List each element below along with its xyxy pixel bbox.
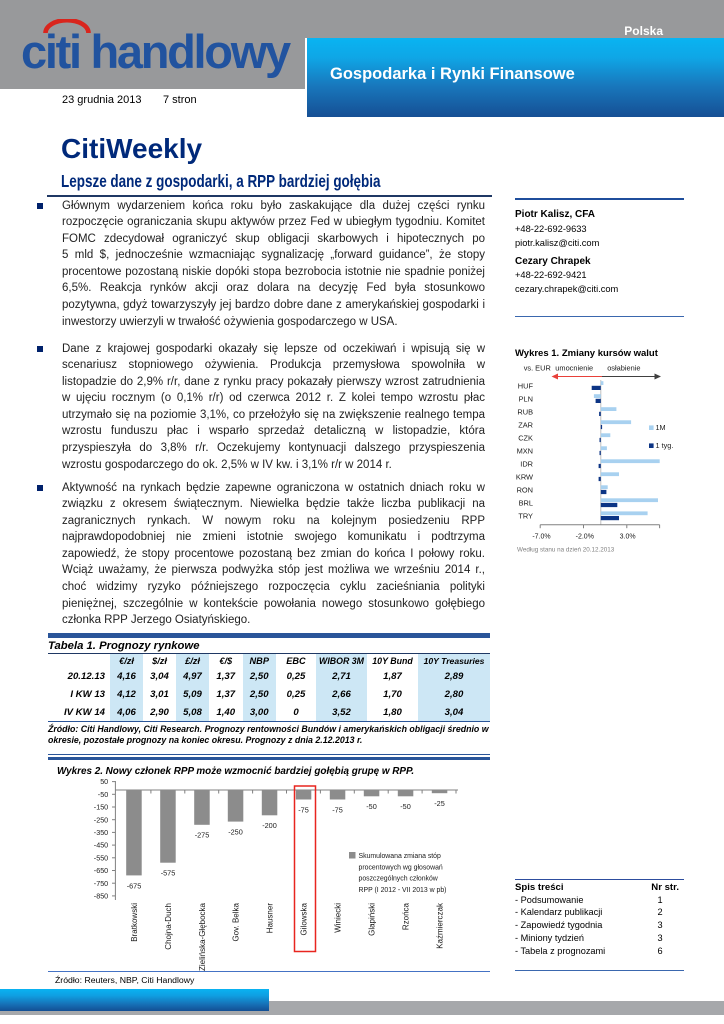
svg-text:1M: 1M <box>656 423 666 432</box>
svg-text:-75: -75 <box>298 805 309 814</box>
svg-text:Rzońca: Rzońca <box>401 902 410 930</box>
svg-text:-450: -450 <box>94 841 108 850</box>
svg-text:Gilowska: Gilowska <box>299 902 308 935</box>
svg-text:PLN: PLN <box>519 394 533 403</box>
svg-text:-650: -650 <box>94 866 108 875</box>
svg-text:Według stanu na dzień 20.12.20: Według stanu na dzień 20.12.2013 <box>517 547 615 554</box>
svg-text:-675: -675 <box>127 881 142 890</box>
svg-text:Wykres 1. Zmiany kursów walut: Wykres 1. Zmiany kursów walut <box>515 348 659 359</box>
svg-text:-750: -750 <box>94 879 108 888</box>
svg-text:Kaźmierczak: Kaźmierczak <box>435 902 444 949</box>
svg-text:KRW: KRW <box>516 472 533 481</box>
svg-text:vs. EUR: vs. EUR <box>524 364 551 373</box>
svg-text:-25: -25 <box>434 799 445 808</box>
svg-text:Zielińska-Głębocka: Zielińska-Głębocka <box>198 902 207 971</box>
svg-text:-575: -575 <box>161 869 176 878</box>
svg-text:poszczególnych członków: poszczególnych członków <box>359 876 438 883</box>
svg-text:TRY: TRY <box>518 512 533 521</box>
svg-text:Skumulowana zmiana stóp: Skumulowana zmiana stóp <box>359 853 442 860</box>
svg-text:50: 50 <box>100 777 108 786</box>
svg-text:Glapiński: Glapiński <box>367 903 376 936</box>
svg-text:-200: -200 <box>262 821 277 830</box>
svg-text:Gov. Belka: Gov. Belka <box>231 902 240 941</box>
svg-text:-250: -250 <box>228 828 243 837</box>
svg-text:IDR: IDR <box>520 459 533 468</box>
svg-text:-7.0%: -7.0% <box>532 534 550 541</box>
svg-text:Bratkowski: Bratkowski <box>130 903 139 942</box>
svg-text:-50: -50 <box>98 790 108 799</box>
svg-text:-150: -150 <box>94 803 108 812</box>
svg-text:-75: -75 <box>332 805 343 814</box>
svg-text:3.0%: 3.0% <box>620 534 636 541</box>
svg-text:MXN: MXN <box>517 446 533 455</box>
svg-text:-50: -50 <box>366 802 377 811</box>
svg-text:procentowych wg głosowań: procentowych wg głosowań <box>359 864 443 871</box>
svg-text:umocnienie: umocnienie <box>555 364 593 373</box>
svg-text:-350: -350 <box>94 828 108 837</box>
svg-text:BRL: BRL <box>519 498 533 507</box>
svg-text:osłabienie: osłabienie <box>607 364 640 373</box>
svg-text:-850: -850 <box>94 892 108 901</box>
svg-text:1 tyg.: 1 tyg. <box>656 441 674 450</box>
svg-text:CZK: CZK <box>518 433 533 442</box>
svg-text:HUF: HUF <box>518 381 534 390</box>
svg-text:-550: -550 <box>94 853 108 862</box>
svg-text:RUB: RUB <box>517 407 533 416</box>
svg-text:Hausner: Hausner <box>265 903 274 934</box>
svg-text:-2.0%: -2.0% <box>576 534 594 541</box>
svg-text:-275: -275 <box>195 831 210 840</box>
svg-text:Chojna-Duch: Chojna-Duch <box>164 903 173 950</box>
svg-text:-50: -50 <box>400 802 411 811</box>
svg-text:RPP (I 2012 - VII 2013 w pb): RPP (I 2012 - VII 2013 w pb) <box>359 887 447 894</box>
svg-text:-250: -250 <box>94 815 108 824</box>
svg-text:Winiecki: Winiecki <box>333 903 342 933</box>
svg-text:ZAR: ZAR <box>518 420 533 429</box>
svg-text:RON: RON <box>517 485 533 494</box>
